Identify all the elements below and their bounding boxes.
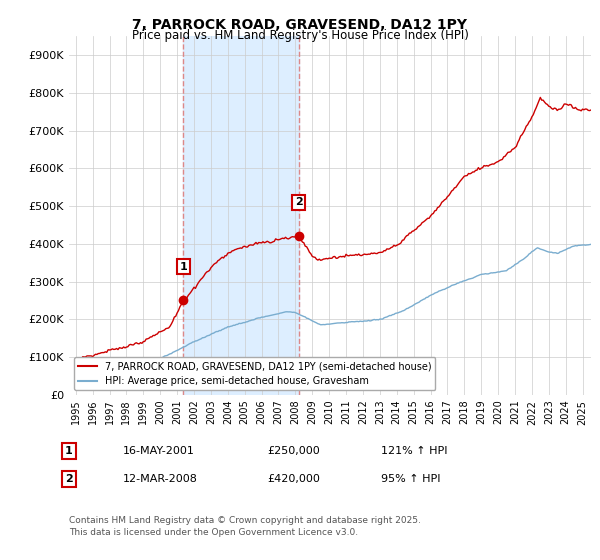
Legend: 7, PARROCK ROAD, GRAVESEND, DA12 1PY (semi-detached house), HPI: Average price, : 7, PARROCK ROAD, GRAVESEND, DA12 1PY (se… xyxy=(74,357,436,390)
7, PARROCK ROAD, GRAVESEND, DA12 1PY (semi-detached house) xyxy=(595,109,600,116)
Text: 2: 2 xyxy=(65,474,73,484)
Bar xyxy=(184,36,299,395)
HPI: Average price, semi-detached house, Gravesham: (2e+03, 5.15e+04): Average price, semi-detached house, Grav… xyxy=(74,372,81,379)
HPI: Average price, semi-detached house, Gravesham: (2.01e+03, 1.91e+05): Average price, semi-detached house, Grav… xyxy=(340,319,347,326)
HPI: Average price, semi-detached house, Gravesham: (2e+03, 5.24e+04): Average price, semi-detached house, Grav… xyxy=(72,372,79,379)
Text: 1: 1 xyxy=(179,262,187,272)
HPI: Average price, semi-detached house, Gravesham: (2.03e+03, 3.97e+05): Average price, semi-detached house, Grav… xyxy=(584,241,592,248)
HPI: Average price, semi-detached house, Gravesham: (2e+03, 8.65e+04): Average price, semi-detached house, Grav… xyxy=(140,359,147,366)
Text: Price paid vs. HM Land Registry's House Price Index (HPI): Price paid vs. HM Land Registry's House … xyxy=(131,29,469,42)
Text: 12-MAR-2008: 12-MAR-2008 xyxy=(123,474,198,484)
7, PARROCK ROAD, GRAVESEND, DA12 1PY (semi-detached house) xyxy=(72,356,79,362)
7, PARROCK ROAD, GRAVESEND, DA12 1PY (semi-detached house) xyxy=(139,340,146,347)
7, PARROCK ROAD, GRAVESEND, DA12 1PY (semi-detached house) xyxy=(455,180,462,186)
Line: 7, PARROCK ROAD, GRAVESEND, DA12 1PY (semi-detached house): 7, PARROCK ROAD, GRAVESEND, DA12 1PY (se… xyxy=(76,97,598,359)
Text: 2: 2 xyxy=(295,197,302,207)
HPI: Average price, semi-detached house, Gravesham: (2e+03, 9.98e+04): Average price, semi-detached house, Grav… xyxy=(160,354,167,361)
HPI: Average price, semi-detached house, Gravesham: (2.02e+03, 2.99e+05): Average price, semi-detached house, Grav… xyxy=(457,279,464,286)
7, PARROCK ROAD, GRAVESEND, DA12 1PY (semi-detached house) xyxy=(338,254,346,260)
Text: 7, PARROCK ROAD, GRAVESEND, DA12 1PY: 7, PARROCK ROAD, GRAVESEND, DA12 1PY xyxy=(133,18,467,32)
Text: 95% ↑ HPI: 95% ↑ HPI xyxy=(381,474,440,484)
HPI: Average price, semi-detached house, Gravesham: (2.03e+03, 4.01e+05): Average price, semi-detached house, Grav… xyxy=(595,240,600,247)
Text: 1: 1 xyxy=(65,446,73,456)
Text: 121% ↑ HPI: 121% ↑ HPI xyxy=(381,446,448,456)
7, PARROCK ROAD, GRAVESEND, DA12 1PY (semi-detached house) xyxy=(248,242,256,249)
HPI: Average price, semi-detached house, Gravesham: (2.01e+03, 1.98e+05): Average price, semi-detached house, Grav… xyxy=(250,316,257,323)
7, PARROCK ROAD, GRAVESEND, DA12 1PY (semi-detached house) xyxy=(537,94,544,101)
Text: Contains HM Land Registry data © Crown copyright and database right 2025.
This d: Contains HM Land Registry data © Crown c… xyxy=(69,516,421,537)
Text: £420,000: £420,000 xyxy=(267,474,320,484)
7, PARROCK ROAD, GRAVESEND, DA12 1PY (semi-detached house) xyxy=(158,328,165,335)
Line: HPI: Average price, semi-detached house, Gravesham: HPI: Average price, semi-detached house,… xyxy=(76,244,598,375)
Text: 16-MAY-2001: 16-MAY-2001 xyxy=(123,446,195,456)
Text: £250,000: £250,000 xyxy=(267,446,320,456)
7, PARROCK ROAD, GRAVESEND, DA12 1PY (semi-detached house) xyxy=(584,107,592,114)
